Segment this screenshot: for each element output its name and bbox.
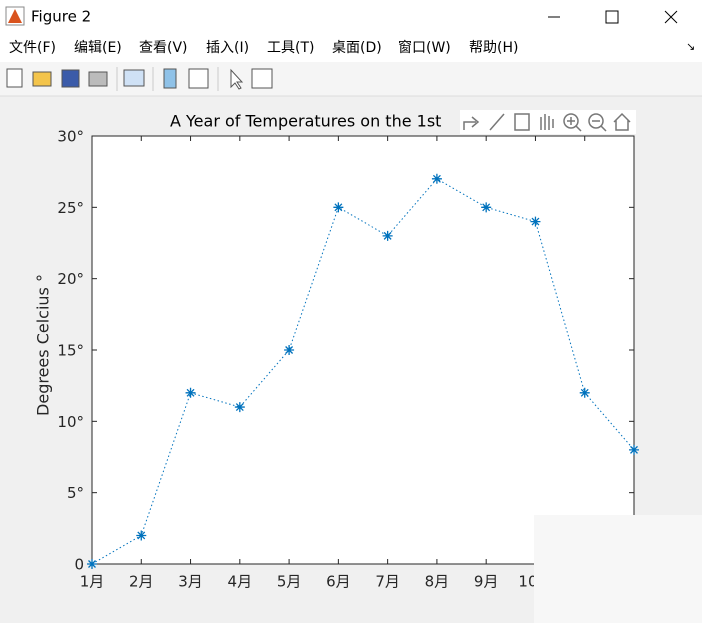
y-tick-label: 20° — [57, 270, 84, 288]
menu-item[interactable]: 桌面(D) — [332, 40, 382, 56]
menu-item[interactable]: 工具(T) — [267, 40, 314, 56]
data-marker — [185, 387, 196, 398]
y-tick-label: 30° — [57, 128, 84, 146]
title-bar — [0, 0, 702, 34]
x-tick-label: 8月 — [425, 573, 450, 591]
data-marker — [87, 559, 97, 569]
toolbar-icons — [6, 67, 273, 91]
menu: 文件(F) 编辑(E) 查看(V) 插入(I) 工具(T) 桌面(D) 窗口(W) 帮助(H) — [9, 39, 518, 56]
data-marker — [629, 444, 639, 455]
save-icon[interactable] — [61, 69, 80, 88]
data-marker — [382, 230, 393, 241]
menu-item[interactable]: 文件(F) — [9, 40, 56, 56]
menu-item[interactable]: 插入(I) — [206, 40, 249, 56]
x-tick-label: 7月 — [375, 573, 400, 591]
zoom-out-icon[interactable] — [588, 113, 604, 129]
axes-toolbar — [460, 110, 636, 134]
pointer-icon[interactable] — [230, 68, 244, 90]
y-tick-label: 15° — [57, 342, 84, 360]
zoom-in-icon[interactable] — [563, 113, 579, 129]
data-marker — [333, 202, 344, 213]
y-tick-label: 25° — [57, 199, 84, 217]
data-marker — [579, 387, 590, 398]
menu-arrow[interactable]: ↘ — [686, 40, 695, 53]
print-icon[interactable] — [88, 71, 108, 87]
y-axis-label: Degrees Celcius ° — [34, 274, 53, 416]
y-tick-label: 10° — [57, 413, 84, 431]
legend-icon[interactable] — [188, 68, 209, 89]
x-tick-label: 4月 — [228, 573, 253, 591]
data-marker — [481, 202, 492, 213]
overlay-panel — [534, 515, 702, 623]
close-button[interactable] — [664, 10, 678, 24]
x-tick-label: 2月 — [129, 573, 154, 591]
export-icon[interactable] — [463, 116, 480, 130]
menu-item[interactable]: 编辑(E) — [74, 40, 122, 56]
app-icon — [5, 6, 25, 26]
data-marker — [284, 345, 295, 355]
data-marker — [136, 530, 147, 541]
pan-icon[interactable] — [540, 114, 554, 130]
link-icon[interactable] — [123, 69, 145, 87]
y-tick-label: 5° — [67, 484, 84, 502]
datatip-icon[interactable] — [514, 113, 530, 131]
chart-title: A Year of Temperatures on the 1st — [170, 112, 441, 131]
x-tick-label: 6月 — [326, 573, 351, 591]
maximize-button[interactable] — [605, 10, 619, 24]
x-tick-label: 5月 — [277, 573, 302, 591]
home-icon[interactable] — [613, 112, 631, 131]
window-title: Figure 2 — [31, 8, 91, 26]
x-tick-label: 3月 — [178, 573, 203, 591]
y-tick-label: 0 — [74, 556, 84, 574]
data-marker — [530, 216, 541, 227]
property-icon[interactable] — [251, 68, 273, 89]
plot: 05°10°15°20°25°30°1月2月3月4月5月6月7月8月9月10月1… — [34, 112, 652, 613]
x-tick-label: 1月 — [80, 573, 105, 591]
data-marker — [431, 173, 442, 184]
colorbar-icon[interactable] — [163, 68, 177, 89]
brush-icon[interactable] — [489, 113, 505, 131]
plot-area — [91, 135, 635, 565]
menu-item[interactable]: 查看(V) — [139, 40, 188, 56]
data-marker — [234, 402, 245, 413]
x-tick-label: 9月 — [474, 573, 499, 591]
new-icon[interactable] — [6, 68, 23, 88]
menu-bar — [0, 34, 702, 62]
menu-item[interactable]: 帮助(H) — [469, 40, 518, 56]
open-icon[interactable] — [32, 71, 52, 87]
menu-item[interactable]: 窗口(W) — [398, 39, 451, 56]
